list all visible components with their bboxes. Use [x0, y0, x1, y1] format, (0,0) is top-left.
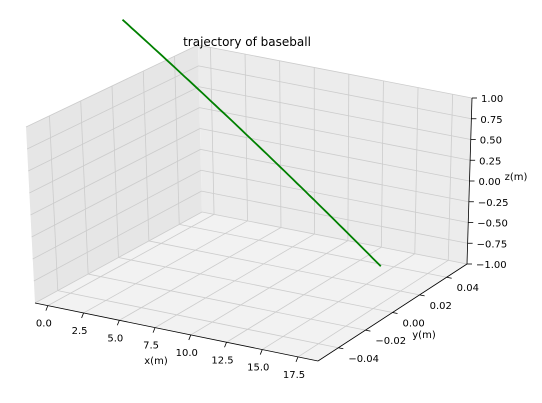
grid-line [29, 107, 200, 194]
z-tick-label: 0.00 [479, 177, 501, 188]
y-tick-mark [419, 294, 425, 297]
y-tick-label: −0.04 [348, 354, 379, 365]
z-tick-label: 0.50 [480, 136, 502, 147]
trajectory-line [121, 19, 382, 267]
x-tick-mark [81, 312, 84, 319]
x-tick-mark [295, 356, 299, 363]
grid-lines [25, 44, 473, 358]
grid-line [200, 148, 469, 203]
z-tick-label: 0.25 [479, 156, 501, 167]
x-tick-label: 12.5 [211, 355, 233, 366]
grid-line [25, 44, 199, 128]
left-wall-pane [26, 45, 202, 303]
x-tick-label: 0.0 [36, 319, 52, 330]
grid-line [118, 257, 393, 313]
grid-line [88, 273, 366, 331]
grid-line [201, 190, 468, 244]
y-tick-mark [338, 347, 344, 350]
grid-line [26, 65, 199, 150]
x-tick-label: 15.0 [247, 363, 269, 374]
y-tick-mark [446, 276, 452, 279]
floor-pane [35, 212, 467, 361]
y-ticks: −0.04 −0.02 0.00 0.02 0.04 [338, 276, 479, 365]
x-tick-mark [188, 334, 192, 341]
z-axis-label: z(m) [505, 172, 528, 183]
z-tick-label: 0.75 [480, 115, 502, 126]
x-tick-label: 5.0 [107, 333, 123, 344]
z-tick-label: 1.00 [481, 94, 503, 105]
grid-line [199, 107, 471, 161]
chart-title: trajectory of baseball [183, 35, 311, 49]
axis-panes [26, 45, 472, 361]
x-tick-mark [152, 327, 156, 333]
grid-line [28, 86, 200, 172]
x-tick-label: 7.5 [143, 341, 159, 352]
grid-line [33, 190, 202, 282]
y-tick-label: 0.02 [430, 301, 452, 312]
x-axis-line [34, 302, 319, 362]
z-tick-label: −0.75 [477, 239, 508, 250]
grid-line [201, 211, 468, 265]
y-tick-label: 0.00 [403, 319, 425, 330]
grid-line [200, 169, 469, 223]
grid-line [199, 128, 470, 182]
grid-line [179, 224, 447, 278]
x-tick-label: 2.5 [72, 326, 88, 337]
x-ticks: 0.0 2.5 5.0 7.5 10.0 12.5 15.0 17.5 [36, 305, 305, 381]
grid-line [30, 128, 201, 216]
series-layer [121, 19, 382, 267]
grid-line [34, 211, 203, 304]
x-tick-label: 17.5 [283, 370, 305, 381]
y-tick-mark [365, 329, 371, 332]
x-tick-mark [45, 305, 49, 311]
x-tick-mark [116, 320, 120, 326]
grid-line [198, 65, 472, 120]
x-tick-label: 10.0 [176, 348, 198, 359]
z-tick-label: −1.00 [476, 260, 507, 271]
grid-line [31, 149, 201, 238]
x-tick-mark [259, 349, 263, 355]
grid-line [32, 169, 202, 260]
y-tick-mark [392, 312, 398, 314]
grid-line [148, 240, 420, 296]
z-tick-label: −0.25 [478, 198, 509, 209]
y-tick-label: −0.02 [375, 336, 406, 347]
z-tick-label: −0.50 [477, 219, 508, 230]
grid-line [57, 290, 339, 349]
grid-line [197, 44, 473, 99]
x-tick-mark [224, 342, 227, 348]
x-axis-label: x(m) [144, 356, 168, 367]
z-ticks: −1.00 −0.75 −0.50 −0.25 0.00 0.25 0.50 0.75 1.00 [467, 94, 509, 271]
y-tick-label: 0.04 [457, 283, 479, 294]
grid-line [198, 86, 471, 140]
y-axis-label: y(m) [412, 330, 436, 341]
